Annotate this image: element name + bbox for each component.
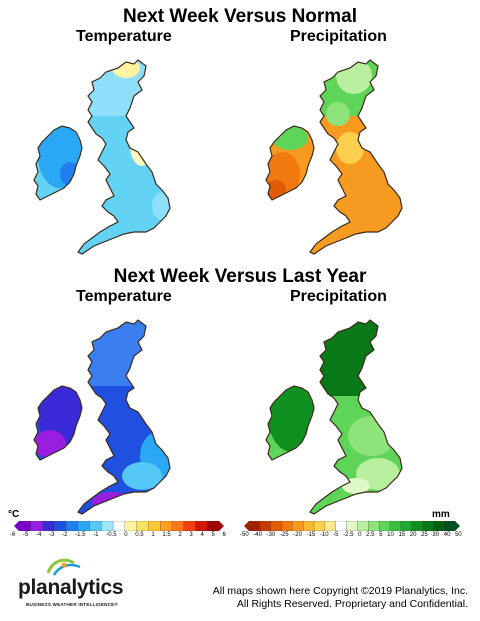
precipitation-scale-swatch <box>389 521 402 531</box>
precipitation-scale-swatch <box>444 521 456 531</box>
temperature-scale-swatch <box>54 521 67 531</box>
precipitation-scale-swatch <box>400 521 413 531</box>
precipitation-scale-swatch <box>270 521 282 531</box>
top-right-panel-label: Precipitation <box>290 28 387 45</box>
map-precipitation-vs-last-year <box>265 319 403 515</box>
precipitation-scale-swatch <box>259 521 272 531</box>
precipitation-legend-tick: 40 <box>443 532 451 538</box>
precipitation-legend-tick: -30 <box>266 532 276 538</box>
copyright-notice: All maps shown here Copyright ©2019 Plan… <box>213 585 468 611</box>
precipitation-legend-unit: mm <box>432 509 450 520</box>
temperature-legend-tick: -1 <box>93 532 99 538</box>
planalytics-logo-mark <box>46 558 81 576</box>
precipitation-scale-swatch <box>411 521 423 531</box>
temperature-scale-arrow-left <box>14 521 19 531</box>
map-temperature-vs-last-year <box>33 319 171 515</box>
top-left-panel-label: Temperature <box>76 28 172 45</box>
temperature-scale-swatch <box>183 521 196 531</box>
precipitation-legend-tick: 5 <box>379 532 383 538</box>
temperature-scale-swatch <box>101 521 114 531</box>
precipitation-legend-tick: -15 <box>306 532 316 538</box>
temperature-legend-tick: 0 <box>124 532 128 538</box>
temperature-legend-tick: 2 <box>178 532 182 538</box>
precipitation-legend-tick: -20 <box>293 532 302 538</box>
precipitation-legend-tick: 0 <box>358 532 362 538</box>
precipitation-legend-tick: -40 <box>253 532 262 538</box>
precipitation-legend-tick: -25 <box>279 532 289 538</box>
temperature-scale-swatch <box>77 521 91 531</box>
precipitation-scale-swatch <box>357 521 369 531</box>
temperature-scale-arrow-right <box>219 521 224 531</box>
precipitation-scale-swatch <box>368 521 380 531</box>
temperature-legend-tick: 1.5 <box>162 532 171 538</box>
precipitation-legend-tick: 25 <box>421 532 428 538</box>
copyright-line-2: All Rights Reserved. Proprietary and Con… <box>236 598 468 610</box>
temperature-scale-swatch <box>148 521 161 531</box>
precipitation-scale-swatch <box>324 521 337 531</box>
temperature-scale-swatch <box>89 521 102 531</box>
temperature-scale-swatch <box>160 521 173 531</box>
precipitation-scale-swatch <box>303 521 315 531</box>
temperature-scale-swatch <box>18 521 32 531</box>
temperature-scale-swatch <box>171 521 185 531</box>
precipitation-legend-tick: -5 <box>333 532 339 538</box>
precipitation-legend-tick: 2.5 <box>366 532 375 538</box>
planalytics-logo-tagline: BUSINESS WEATHER INTELLIGENCE® <box>26 602 118 607</box>
precipitation-scale-swatch <box>281 521 293 531</box>
precipitation-legend-tick: -10 <box>319 532 329 538</box>
temperature-scale-swatch <box>195 521 208 531</box>
precipitation-legend-tick: -50 <box>240 532 249 538</box>
temperature-legend-tick: 4 <box>200 532 204 538</box>
temperature-scale-swatch <box>136 521 149 531</box>
precipitation-scale-swatch <box>248 521 261 531</box>
precipitation-legend-tick: 30 <box>432 532 440 538</box>
map-temperature-vs-normal <box>33 59 171 255</box>
temperature-legend-tick: 5 <box>211 532 215 538</box>
temperature-scale-swatch <box>65 521 79 531</box>
precipitation-legend-tick: 15 <box>398 532 406 538</box>
temperature-legend-ticks: -6 -5 -4 -3 -2 -1.5 -1 -0.5 0 0.5 1 1.5 2 3 4 5 6 <box>10 532 226 538</box>
precipitation-scale-arrow-left <box>244 521 249 531</box>
temperature-legend-unit: °C <box>8 509 20 520</box>
temperature-legend-tick: -1.5 <box>75 532 86 538</box>
planalytics-logo-wordmark: planalytics <box>18 576 124 599</box>
precipitation-scale-swatch <box>422 521 434 531</box>
precipitation-legend-tick: -2.5 <box>343 532 354 538</box>
temperature-legend-tick: -2 <box>62 532 68 538</box>
precipitation-scale-arrow-right <box>455 521 460 531</box>
temperature-color-scale <box>14 521 224 531</box>
top-title: Next Week Versus Normal <box>122 6 358 27</box>
temperature-scale-swatch <box>124 521 138 531</box>
bottom-right-panel-label: Precipitation <box>290 288 387 305</box>
copyright-line-1: All maps shown here Copyright ©2019 Plan… <box>212 585 468 597</box>
temperature-legend-tick: 1 <box>151 532 155 538</box>
temperature-legend-tick: 0.5 <box>135 532 144 538</box>
temperature-scale-swatch <box>30 521 43 531</box>
map-precipitation-vs-normal <box>265 59 403 255</box>
bottom-title: Next Week Versus Last Year <box>113 266 367 287</box>
precipitation-scale-swatch <box>292 521 304 531</box>
precipitation-scale-swatch <box>313 521 326 531</box>
precipitation-legend-tick: 50 <box>455 532 462 538</box>
temperature-scale-swatch <box>207 521 220 531</box>
precipitation-legend-tick: 10 <box>387 532 394 538</box>
temperature-legend-tick: -4 <box>36 532 42 538</box>
temperature-scale-swatch <box>42 521 55 531</box>
temperature-legend-tick: 3 <box>189 532 193 538</box>
temperature-legend-tick: -0.5 <box>106 532 117 538</box>
temperature-legend-tick: -5 <box>23 532 29 538</box>
temperature-legend-tick: 6 <box>222 532 226 538</box>
precipitation-scale-swatch <box>433 521 445 531</box>
precipitation-color-scale <box>244 521 460 531</box>
temperature-legend-tick: -3 <box>49 532 55 538</box>
precipitation-scale-swatch <box>346 521 358 531</box>
precipitation-scale-swatch <box>335 521 348 531</box>
bottom-left-panel-label: Temperature <box>76 288 172 305</box>
precipitation-scale-swatch <box>378 521 391 531</box>
temperature-scale-swatch <box>112 521 126 531</box>
precipitation-legend-ticks: -50 -40 -30 -25 -20 -15 -10 -5 -2.5 0 2.5 5 10 15 20 25… <box>240 532 462 538</box>
precipitation-legend-tick: 20 <box>409 532 417 538</box>
temperature-legend-tick: -6 <box>10 532 16 538</box>
